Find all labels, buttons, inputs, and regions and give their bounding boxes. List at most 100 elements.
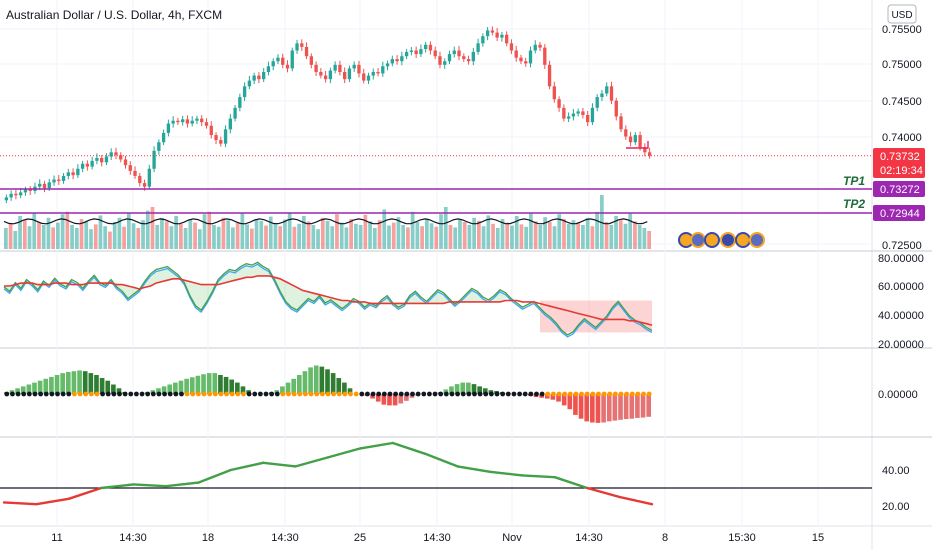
volume-bar (368, 221, 372, 249)
momentum-bar (65, 371, 71, 394)
candle-body (4, 197, 9, 201)
candle-body (71, 172, 75, 176)
grid (0, 0, 872, 526)
event-flag-icon[interactable] (720, 232, 736, 248)
candle-body (514, 50, 518, 58)
volume-bar (297, 223, 301, 249)
time-tick-6: Nov (502, 532, 522, 544)
candle-body (404, 51, 409, 57)
volume-bar (448, 225, 453, 249)
squeeze-dot (511, 391, 517, 397)
momentum-bar (206, 373, 212, 394)
momentum-bar (561, 394, 567, 406)
volume-bar (18, 216, 22, 249)
momentum-bar (15, 388, 20, 394)
volume-bar (500, 219, 505, 249)
candle-body (90, 160, 94, 167)
target-levels (0, 188, 872, 214)
volume-bar (306, 221, 311, 249)
candle-body (333, 64, 337, 71)
osc3-segment (553, 476, 589, 490)
volume-bar (462, 222, 467, 249)
squeeze-dot (77, 391, 83, 397)
momentum-bar (308, 367, 313, 394)
osc3-segment (359, 441, 394, 450)
candle-body (362, 73, 366, 81)
volume-bar (410, 211, 415, 249)
volume-bar (486, 215, 491, 249)
candle-body (57, 179, 61, 181)
momentum-bar (387, 394, 392, 406)
volume-bar (543, 217, 547, 249)
candle-body (309, 56, 313, 65)
oscillator-1-pane (3, 261, 653, 338)
candle-body (424, 44, 428, 50)
candle-body (195, 118, 199, 121)
squeeze-dot (297, 391, 303, 397)
volume-bar (245, 224, 249, 249)
event-flag-icon[interactable] (735, 232, 751, 248)
squeeze-dot (601, 391, 607, 397)
economic-events[interactable] (678, 232, 765, 248)
volume-bar (538, 225, 543, 249)
candle-body (247, 80, 252, 87)
candle-body (438, 56, 442, 65)
volume-bar (273, 223, 278, 249)
momentum-bar (640, 394, 646, 418)
candle-body (242, 86, 247, 98)
squeeze-dot (596, 391, 601, 397)
candle-body (185, 119, 190, 124)
momentum-bar (291, 378, 297, 394)
event-flag-icon[interactable] (704, 232, 720, 248)
squeeze-dot (43, 391, 49, 397)
osc3-segment (326, 447, 362, 459)
volume-bar (74, 228, 79, 249)
event-flag-icon[interactable] (749, 232, 765, 248)
volume-bar (358, 225, 363, 249)
volume-bar (396, 217, 401, 249)
squeeze-dot (427, 391, 432, 397)
volume-bar (401, 225, 406, 249)
volume-bar (117, 217, 122, 249)
candle-body (209, 125, 213, 136)
momentum-bar (573, 394, 578, 415)
squeeze-dot (421, 391, 427, 397)
squeeze-dot (500, 391, 506, 397)
momentum-bar (319, 366, 325, 394)
volume-bar (283, 219, 287, 249)
volume-bar (618, 220, 623, 249)
momentum-bar (229, 379, 235, 394)
volume-bar (221, 217, 226, 249)
osc3-segment (197, 468, 233, 484)
time-tick-9: 15:30 (728, 532, 756, 544)
volume-bar (41, 225, 46, 249)
candle-body (366, 75, 371, 81)
squeeze-dot (415, 391, 421, 397)
squeeze-dot (150, 391, 156, 397)
volume-bar (131, 223, 136, 249)
volume-bar (259, 220, 264, 249)
volume-bar (98, 215, 103, 249)
squeeze-dot (522, 391, 528, 397)
candle-body (109, 152, 113, 157)
candle-body (576, 111, 580, 114)
volume-bar (354, 223, 358, 249)
currency-button[interactable] (887, 4, 917, 24)
volume-bar (136, 228, 141, 249)
squeeze-dot (325, 391, 331, 397)
volume-bar (179, 223, 183, 249)
momentum-bar (623, 394, 629, 420)
squeeze-dot (342, 391, 348, 397)
squeeze-dot (100, 391, 106, 397)
squeeze-dot (241, 391, 246, 397)
candle-body (314, 64, 318, 72)
momentum-bar (223, 376, 229, 394)
event-flag-icon[interactable] (690, 232, 706, 248)
momentum-bar (189, 377, 195, 394)
squeeze-dot (612, 391, 618, 397)
squeeze-dot (212, 391, 218, 397)
momentum-bar (336, 378, 342, 394)
momentum-bar (404, 394, 409, 401)
